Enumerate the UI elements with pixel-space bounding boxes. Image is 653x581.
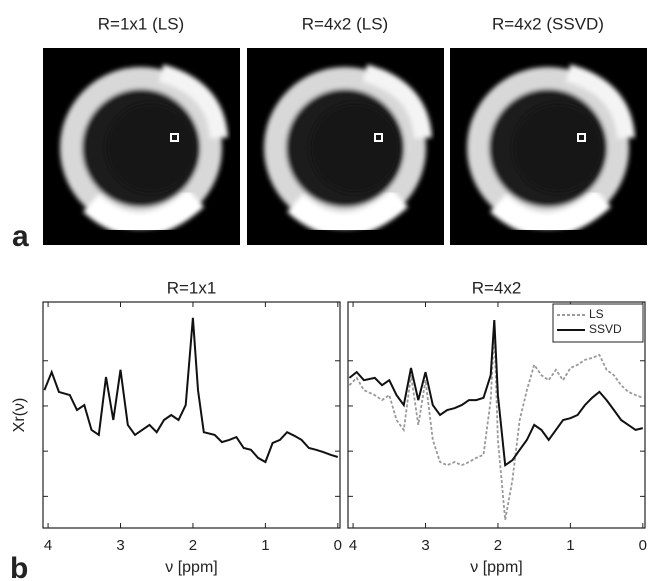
image-title: R=1x1 (LS) [98,14,184,33]
image-bright [489,188,612,237]
x-tick-label: 4 [44,537,52,554]
legend-label: SSVD [589,322,622,336]
spectrum-line [43,317,339,464]
chart-title: R=4x2 [472,278,522,297]
x-tick-label: 3 [421,537,429,554]
mri-image [43,48,240,245]
chart-title: R=1x1 [167,278,217,297]
legend-box [552,303,644,343]
image-bright [286,188,409,237]
y-axis-label: Xr(ν) [11,398,28,433]
spectrum-line [348,329,644,521]
voxel-marker [577,133,586,142]
image-bright [565,64,635,139]
x-tick-label: 1 [261,537,269,554]
x-tick-label: 4 [349,537,357,554]
image-dark [310,103,400,193]
x-tick-label: 0 [639,537,647,554]
x-axis-label: ν [ppm] [165,559,217,576]
plot-frame [347,301,646,529]
spectrum-line [348,320,644,467]
image-dark [513,103,603,193]
image-dark [106,103,196,193]
image-title: R=4x2 (SSVD) [492,14,604,33]
voxel-marker [374,133,383,142]
mri-image [247,48,444,245]
x-tick-label: 0 [334,537,342,554]
image-bright [158,64,228,139]
image-title: R=4x2 (LS) [302,14,388,33]
panel-label: a [12,220,29,253]
x-tick-label: 1 [566,537,574,554]
x-axis-label: ν [ppm] [470,559,522,576]
legend-label: LS [589,307,604,321]
x-tick-label: 2 [189,537,197,554]
image-bright [362,64,432,139]
panel-label: b [10,552,28,581]
x-tick-label: 3 [116,537,124,554]
image-bright [82,188,205,237]
voxel-marker [170,133,179,142]
x-tick-label: 2 [494,537,502,554]
mri-image [450,48,647,245]
plot-frame [42,301,341,529]
